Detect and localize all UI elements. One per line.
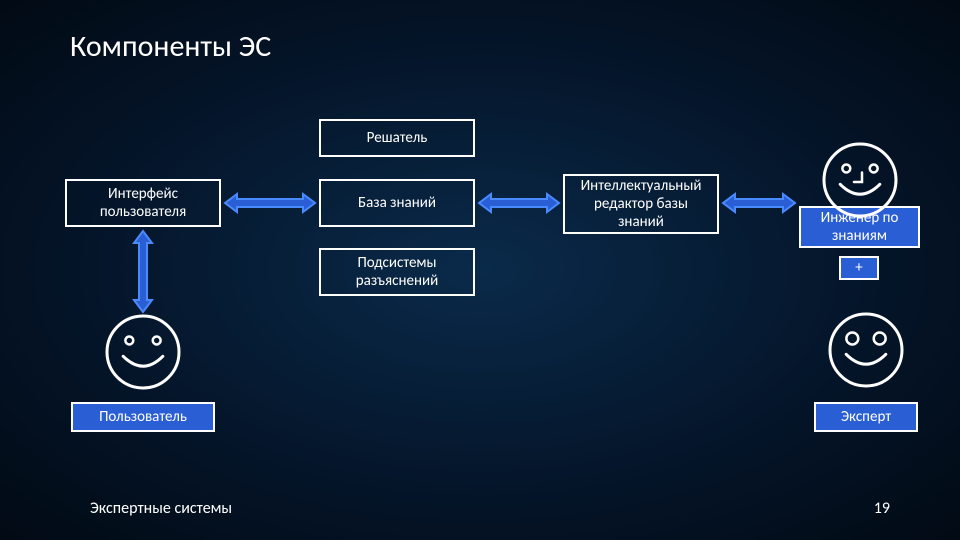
page-number: 19 bbox=[874, 499, 890, 518]
box-editor: Интеллектуальный редактор базы знаний bbox=[563, 174, 719, 234]
box-podsist-label: Подсистемы разъяснений bbox=[327, 254, 467, 290]
box-user-label: Пользователь bbox=[99, 408, 187, 426]
box-expert-label: Эксперт bbox=[841, 408, 891, 426]
diagram-overlay bbox=[0, 0, 960, 540]
box-expert: Эксперт bbox=[814, 402, 918, 432]
box-interface-label: Интерфейс пользователя bbox=[73, 185, 213, 221]
box-editor-label: Интеллектуальный редактор базы знаний bbox=[571, 177, 711, 231]
footer-text: Экспертные системы bbox=[90, 499, 232, 518]
box-user: Пользователь bbox=[71, 402, 215, 432]
box-reshatel: Решатель bbox=[319, 119, 475, 157]
box-plus-label: + bbox=[855, 259, 862, 277]
box-interface: Интерфейс пользователя bbox=[65, 179, 221, 227]
box-inzhener: Инженер по знаниям bbox=[799, 206, 920, 248]
box-baza: База знаний bbox=[319, 179, 475, 227]
box-inzhener-label: Инженер по знаниям bbox=[807, 209, 912, 245]
box-reshatel-label: Решатель bbox=[367, 129, 428, 147]
box-podsist: Подсистемы разъяснений bbox=[319, 248, 475, 296]
slide-title: Компоненты ЭС bbox=[70, 28, 271, 65]
box-baza-label: База знаний bbox=[358, 194, 436, 212]
box-plus: + bbox=[839, 256, 879, 280]
